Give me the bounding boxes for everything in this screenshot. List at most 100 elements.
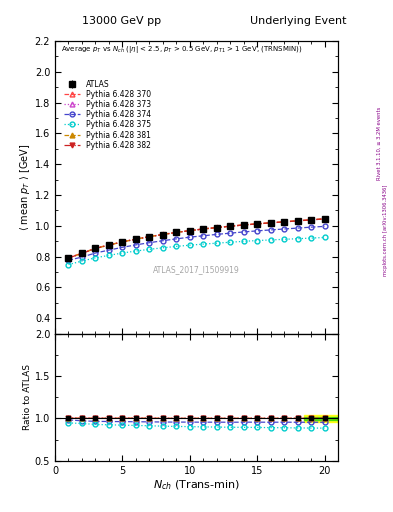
Pythia 6.428 382 xyxy=(241,222,246,228)
Text: 13000 GeV pp: 13000 GeV pp xyxy=(82,15,162,26)
Pythia 6.428 370 xyxy=(134,236,138,242)
Pythia 6.428 381 xyxy=(147,233,152,240)
Pythia 6.428 381 xyxy=(93,245,98,251)
Pythia 6.428 381 xyxy=(174,229,179,236)
Pythia 6.428 370 xyxy=(147,233,152,240)
Pythia 6.428 370 xyxy=(309,217,313,223)
Pythia 6.428 375 xyxy=(201,241,206,247)
Line: Pythia 6.428 370: Pythia 6.428 370 xyxy=(66,217,327,260)
Line: Pythia 6.428 374: Pythia 6.428 374 xyxy=(66,224,327,263)
Pythia 6.428 381 xyxy=(80,250,84,257)
Pythia 6.428 370 xyxy=(174,229,179,236)
Pythia 6.428 374 xyxy=(187,234,192,240)
Pythia 6.428 382 xyxy=(322,216,327,222)
Pythia 6.428 370 xyxy=(187,227,192,233)
Pythia 6.428 370 xyxy=(107,242,111,248)
Pythia 6.428 381 xyxy=(187,228,192,234)
Pythia 6.428 373 xyxy=(322,216,327,222)
Pythia 6.428 381 xyxy=(214,225,219,231)
X-axis label: $N_{ch}$ (Trans-min): $N_{ch}$ (Trans-min) xyxy=(153,478,240,492)
Pythia 6.428 374 xyxy=(147,240,152,246)
Pythia 6.428 374 xyxy=(255,228,259,234)
Text: Underlying Event: Underlying Event xyxy=(250,15,347,26)
Pythia 6.428 382 xyxy=(255,221,259,227)
Pythia 6.428 374 xyxy=(134,242,138,248)
Pythia 6.428 382 xyxy=(309,217,313,223)
Pythia 6.428 373 xyxy=(160,231,165,238)
Pythia 6.428 382 xyxy=(120,239,125,245)
Pythia 6.428 370 xyxy=(228,223,233,229)
Pythia 6.428 375 xyxy=(241,238,246,244)
Pythia 6.428 382 xyxy=(282,219,286,225)
Pythia 6.428 373 xyxy=(187,228,192,234)
Pythia 6.428 370 xyxy=(241,222,246,228)
Pythia 6.428 375 xyxy=(66,262,71,268)
Line: Pythia 6.428 382: Pythia 6.428 382 xyxy=(66,217,327,261)
Legend: ATLAS, Pythia 6.428 370, Pythia 6.428 373, Pythia 6.428 374, Pythia 6.428 375, P: ATLAS, Pythia 6.428 370, Pythia 6.428 37… xyxy=(64,80,151,150)
Pythia 6.428 370 xyxy=(66,254,71,261)
Pythia 6.428 382 xyxy=(214,225,219,231)
Pythia 6.428 375 xyxy=(160,245,165,251)
Pythia 6.428 375 xyxy=(187,242,192,248)
Pythia 6.428 374 xyxy=(107,247,111,253)
Pythia 6.428 375 xyxy=(80,258,84,264)
Pythia 6.428 382 xyxy=(80,250,84,257)
Pythia 6.428 373 xyxy=(174,229,179,236)
Pythia 6.428 375 xyxy=(134,248,138,254)
Pythia 6.428 382 xyxy=(66,255,71,261)
Pythia 6.428 382 xyxy=(228,223,233,229)
Pythia 6.428 370 xyxy=(160,231,165,238)
Pythia 6.428 382 xyxy=(93,245,98,251)
Pythia 6.428 374 xyxy=(214,231,219,238)
Pythia 6.428 381 xyxy=(107,242,111,248)
Pythia 6.428 381 xyxy=(120,239,125,245)
Pythia 6.428 381 xyxy=(241,222,246,228)
Pythia 6.428 375 xyxy=(147,246,152,252)
Pythia 6.428 375 xyxy=(322,234,327,241)
Pythia 6.428 381 xyxy=(282,219,286,225)
Pythia 6.428 374 xyxy=(174,236,179,242)
Pythia 6.428 381 xyxy=(322,216,327,222)
Pythia 6.428 373 xyxy=(107,242,111,248)
Pythia 6.428 374 xyxy=(80,254,84,260)
Pythia 6.428 373 xyxy=(80,250,84,257)
Pythia 6.428 370 xyxy=(322,216,327,222)
Pythia 6.428 374 xyxy=(66,257,71,263)
Pythia 6.428 382 xyxy=(134,236,138,242)
Pythia 6.428 370 xyxy=(93,245,98,251)
Line: Pythia 6.428 381: Pythia 6.428 381 xyxy=(66,217,327,260)
Pythia 6.428 375 xyxy=(120,250,125,256)
Pythia 6.428 370 xyxy=(120,239,125,245)
Pythia 6.428 375 xyxy=(214,240,219,246)
Pythia 6.428 375 xyxy=(268,237,273,243)
Pythia 6.428 381 xyxy=(268,220,273,226)
Pythia 6.428 374 xyxy=(282,226,286,232)
Pythia 6.428 374 xyxy=(160,238,165,244)
Text: Rivet 3.1.10, ≥ 3.2M events: Rivet 3.1.10, ≥ 3.2M events xyxy=(377,106,382,180)
Pythia 6.428 370 xyxy=(201,226,206,232)
Pythia 6.428 374 xyxy=(228,230,233,236)
Text: ATLAS_2017_I1509919: ATLAS_2017_I1509919 xyxy=(153,265,240,274)
Pythia 6.428 381 xyxy=(66,255,71,261)
Pythia 6.428 381 xyxy=(160,231,165,238)
Pythia 6.428 373 xyxy=(147,233,152,240)
Pythia 6.428 382 xyxy=(160,231,165,238)
Pythia 6.428 375 xyxy=(228,239,233,245)
Pythia 6.428 382 xyxy=(187,228,192,234)
Pythia 6.428 374 xyxy=(93,250,98,256)
Pythia 6.428 381 xyxy=(295,218,300,224)
Pythia 6.428 375 xyxy=(295,236,300,242)
Pythia 6.428 370 xyxy=(282,219,286,225)
Pythia 6.428 382 xyxy=(174,229,179,236)
Pythia 6.428 382 xyxy=(295,218,300,224)
Pythia 6.428 375 xyxy=(309,235,313,241)
Pythia 6.428 374 xyxy=(268,227,273,233)
Pythia 6.428 373 xyxy=(214,225,219,231)
Pythia 6.428 373 xyxy=(134,236,138,242)
Pythia 6.428 373 xyxy=(309,217,313,223)
Pythia 6.428 373 xyxy=(295,218,300,224)
Pythia 6.428 381 xyxy=(255,221,259,227)
Pythia 6.428 382 xyxy=(201,226,206,232)
Pythia 6.428 373 xyxy=(282,219,286,225)
Pythia 6.428 373 xyxy=(201,226,206,232)
